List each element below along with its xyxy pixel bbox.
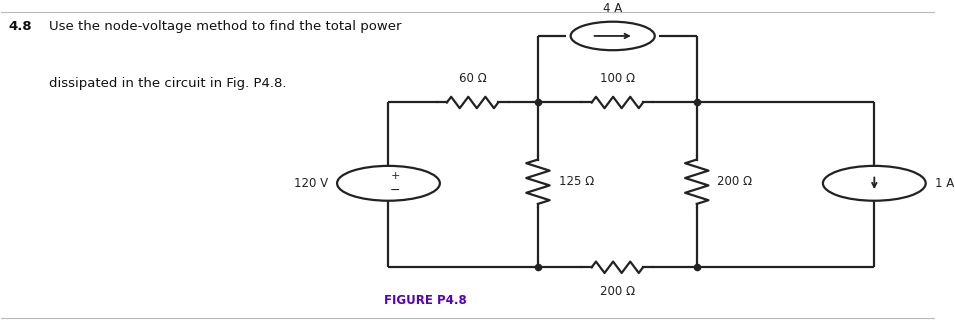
Text: Use the node-voltage method to find the total power: Use the node-voltage method to find the …	[50, 20, 402, 33]
Text: 4 A: 4 A	[603, 2, 623, 15]
Text: dissipated in the circuit in Fig. P4.8.: dissipated in the circuit in Fig. P4.8.	[50, 77, 286, 90]
Point	[690, 265, 705, 270]
Text: FIGURE P4.8: FIGURE P4.8	[384, 294, 467, 307]
Text: −: −	[390, 184, 400, 197]
Text: 120 V: 120 V	[293, 177, 328, 190]
Text: 4.8: 4.8	[9, 20, 32, 33]
Text: +: +	[391, 171, 400, 181]
Text: 1 A: 1 A	[935, 177, 954, 190]
Point	[530, 265, 545, 270]
Text: 125 Ω: 125 Ω	[559, 175, 594, 188]
Point	[690, 100, 705, 105]
Point	[530, 100, 545, 105]
Text: 200 Ω: 200 Ω	[717, 175, 753, 188]
Text: 100 Ω: 100 Ω	[600, 72, 635, 85]
Text: 60 Ω: 60 Ω	[458, 72, 486, 85]
Text: 200 Ω: 200 Ω	[600, 285, 635, 298]
